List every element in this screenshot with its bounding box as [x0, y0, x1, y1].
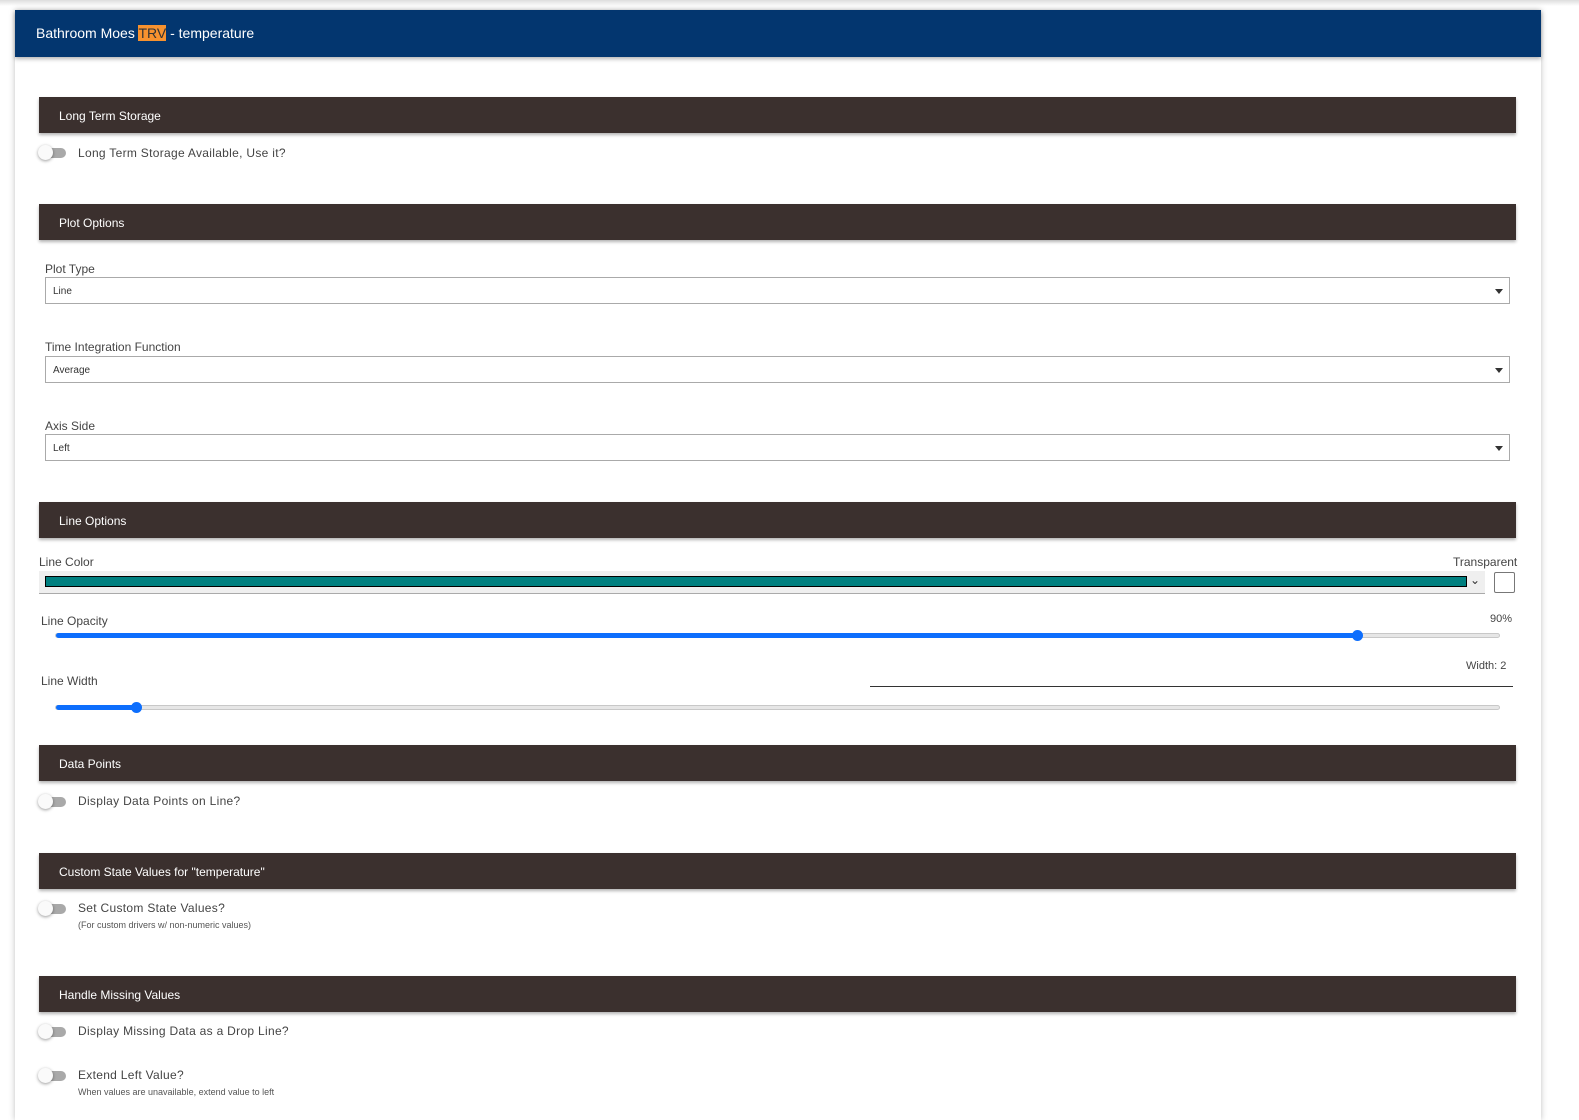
slider-fill	[56, 705, 136, 710]
tif-select[interactable]: Average	[45, 356, 1510, 383]
line-color-picker[interactable]: ⌄	[39, 571, 1485, 594]
custom-state-sub: (For custom drivers w/ non-numeric value…	[78, 920, 252, 930]
line-width-preview	[870, 686, 1513, 687]
panel-header: Bathroom Moes TRV - temperature	[15, 10, 1541, 57]
data-points-toggle[interactable]	[38, 794, 66, 809]
line-opacity-label: Line Opacity	[41, 614, 108, 628]
line-width-value: Width: 2	[1466, 660, 1507, 672]
axis-side-label: Axis Side	[45, 419, 96, 433]
data-points-label: Display Data Points on Line?	[78, 794, 241, 808]
slider-thumb[interactable]	[1351, 630, 1363, 641]
section-plot-options: Plot Options	[39, 204, 1516, 240]
long-term-storage-label: Long Term Storage Available, Use it?	[78, 146, 286, 160]
plot-type-select[interactable]: Line	[45, 277, 1510, 304]
custom-state-label: Set Custom State Values?	[78, 901, 226, 915]
title: Bathroom Moes	[36, 25, 139, 41]
color-swatch	[45, 576, 1467, 587]
section-custom-state: Custom State Values for "temperature"	[39, 853, 1516, 889]
long-term-storage-toggle[interactable]	[38, 145, 66, 160]
extend-left-label: Extend Left Value?	[78, 1068, 184, 1082]
top-shadow	[0, 0, 1579, 6]
line-opacity-slider[interactable]	[55, 630, 1500, 641]
line-color-label: Line Color	[39, 555, 94, 569]
section-missing-values: Handle Missing Values	[39, 976, 1516, 1012]
custom-state-toggle[interactable]	[38, 901, 66, 916]
drop-line-toggle[interactable]	[38, 1024, 66, 1039]
slider-thumb[interactable]	[130, 702, 142, 713]
transparent-label: Transparent	[1453, 555, 1518, 569]
plot-type-label: Plot Type	[45, 262, 95, 276]
transparent-checkbox[interactable]	[1494, 572, 1515, 593]
section-data-points: Data Points	[39, 745, 1516, 781]
extend-left-sub: When values are unavailable, extend valu…	[78, 1087, 275, 1097]
line-opacity-value: 90%	[1490, 613, 1513, 625]
title-suffix: - temperature	[166, 25, 255, 41]
settings-panel	[15, 10, 1541, 1120]
extend-left-toggle[interactable]	[38, 1068, 66, 1083]
axis-side-select[interactable]: Left	[45, 434, 1510, 461]
chevron-down-icon: ⌄	[1469, 573, 1480, 587]
slider-fill	[56, 633, 1357, 638]
section-long-term-storage: Long Term Storage	[39, 97, 1516, 133]
section-line-options: Line Options	[39, 502, 1516, 538]
drop-line-label: Display Missing Data as a Drop Line?	[78, 1024, 289, 1038]
tif-label: Time Integration Function	[45, 340, 181, 354]
line-width-label: Line Width	[41, 674, 98, 688]
line-width-slider[interactable]	[55, 702, 1500, 713]
title-highlight: TRV	[138, 25, 167, 41]
